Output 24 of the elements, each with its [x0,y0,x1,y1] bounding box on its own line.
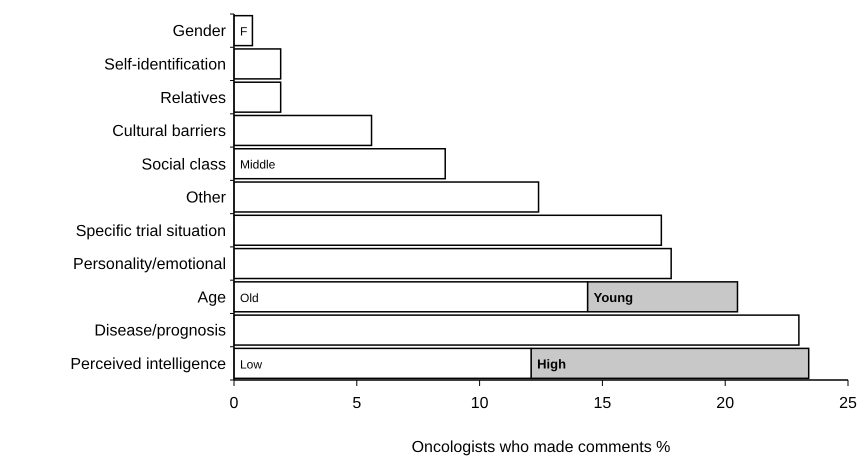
x-tick-label: 20 [716,395,734,412]
y-tick-label: Self-identification [104,56,226,74]
annotation: Low [240,357,262,372]
annotation: Old [240,290,259,305]
y-tick-label: Disease/prognosis [94,322,226,340]
y-tick-label: Gender [172,23,227,40]
y-tick-label: Cultural barriers [112,123,226,140]
y-tick-label: Other [186,190,227,207]
x-tick-label: 10 [470,395,489,412]
y-tick-label: Relatives [160,90,226,107]
y-tick-label: Perceived intelligence [70,356,226,373]
y-tick-label: Social class [142,156,226,174]
annotation: High [537,356,566,372]
x-axis-title: Oncologists who made comments % [412,439,670,456]
annotation: Young [594,290,634,305]
x-tick-label: 25 [839,395,857,412]
y-tick-label: Age [198,289,226,306]
x-tick-label: 15 [594,395,612,412]
x-tick-label: 5 [352,395,362,412]
y-tick-label: Personality/emotional [73,256,226,274]
x-tick-label: 0 [230,395,239,412]
y-tick-label: Specific trial situation [76,222,226,240]
annotation: F [240,24,248,39]
annotation: Middle [240,158,276,172]
